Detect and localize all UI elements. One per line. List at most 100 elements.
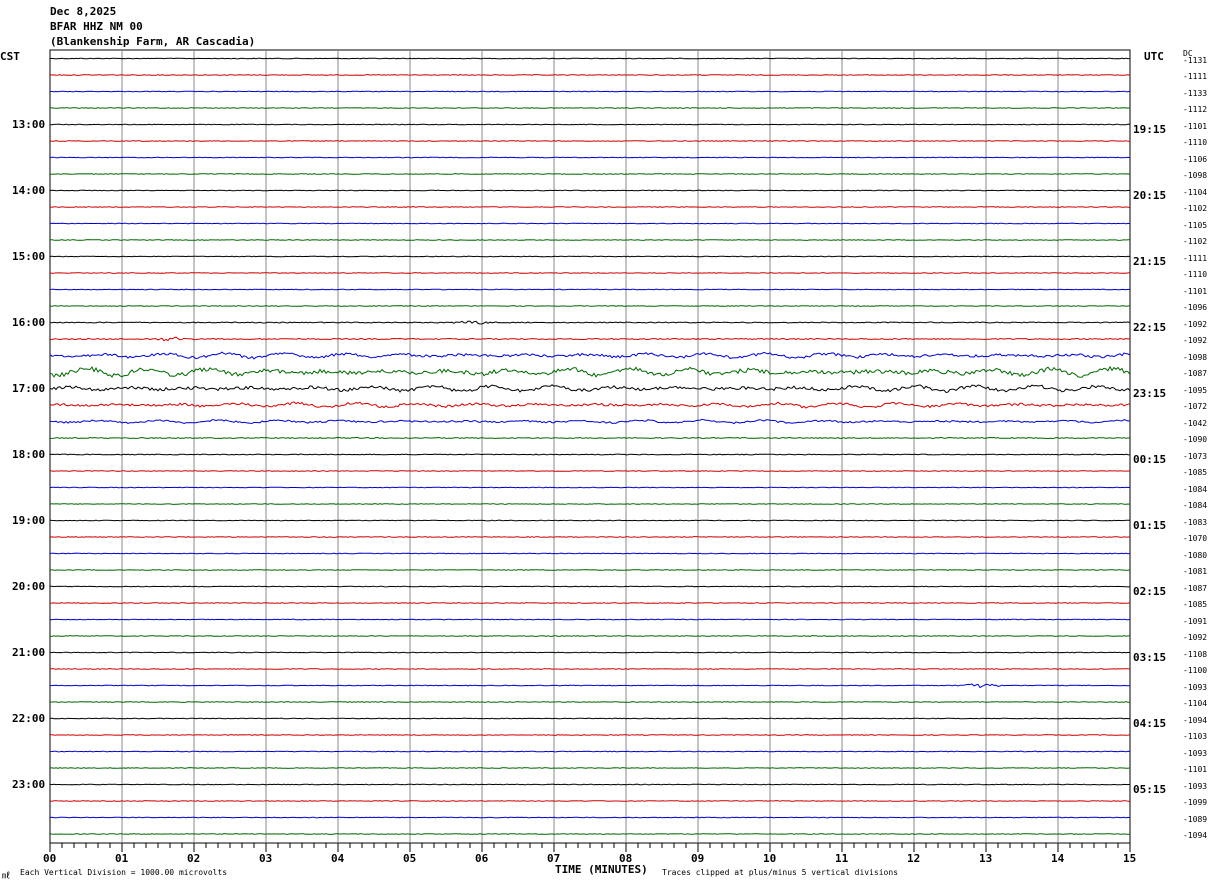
dc-offset-label: -1101 [1183, 121, 1208, 131]
left-hour-label: 20:00 [12, 579, 46, 593]
dc-offset-label: -1100 [1183, 666, 1208, 675]
dc-offset-label: -1098 [1183, 352, 1208, 362]
seismic-trace [49, 239, 1130, 241]
x-tick-label: 15 [1123, 852, 1137, 865]
seismic-trace [50, 668, 1131, 670]
seismic-trace [49, 418, 1131, 425]
right-hour-label: 23:15 [1133, 386, 1167, 400]
clip-note: Traces clipped at plus/minus 5 vertical … [662, 868, 899, 877]
seismic-trace [49, 74, 1131, 76]
right-hour-label: 22:15 [1133, 320, 1167, 334]
x-tick-label: 08 [619, 852, 633, 865]
left-hour-label: 18:00 [12, 447, 46, 461]
seismic-trace [50, 585, 1131, 588]
dc-offset-label: -1094 [1183, 831, 1208, 840]
seismic-trace [49, 320, 1131, 325]
seismic-trace [49, 536, 1131, 538]
dc-offset-label: -1084 [1183, 501, 1208, 510]
dc-header-label: DC [1183, 49, 1193, 58]
seismic-trace [49, 272, 1131, 274]
dc-offset-label: -1092 [1183, 633, 1208, 642]
left-hour-label: 14:00 [12, 183, 46, 197]
seismic-trace [49, 486, 1131, 489]
dc-offset-label: -1101 [1183, 765, 1208, 774]
dc-offset-label: -1102 [1183, 237, 1208, 246]
right-hour-label: 02:15 [1133, 584, 1167, 598]
dc-offset-label: -1080 [1183, 550, 1208, 560]
dc-offset-label: -1103 [1183, 732, 1208, 741]
left-hour-label: 15:00 [12, 249, 46, 263]
seismic-trace [49, 651, 1131, 654]
dc-offset-label: -1094 [1183, 715, 1208, 725]
dc-offset-label: -1087 [1183, 583, 1208, 593]
dc-offset-label: -1110 [1183, 138, 1208, 147]
dc-offset-label: -1081 [1183, 567, 1208, 576]
seismic-trace [49, 569, 1131, 571]
dc-offset-label: -1093 [1183, 781, 1208, 791]
dc-offset-label: -1042 [1183, 418, 1208, 428]
seismic-trace [49, 351, 1131, 360]
dc-offset-label: -1089 [1183, 814, 1208, 824]
x-tick-label: 09 [691, 852, 705, 865]
seismic-trace [49, 288, 1130, 291]
right-hour-label: 21:15 [1133, 254, 1167, 268]
dc-offset-label: -1073 [1183, 451, 1208, 461]
dc-offset-label: -1092 [1183, 336, 1208, 345]
dc-offset-label: -1095 [1183, 385, 1208, 395]
right-hour-label: 05:15 [1133, 782, 1167, 796]
seismic-trace [49, 717, 1131, 720]
seismic-trace [49, 503, 1131, 505]
scale-note: Each Vertical Division = 1000.00 microvo… [20, 868, 228, 877]
header-station: BFAR HHZ NM 00 [50, 20, 143, 33]
right-hour-label: 04:15 [1133, 716, 1167, 730]
dc-offset-label: -1072 [1183, 402, 1208, 411]
x-tick-label: 11 [835, 852, 849, 865]
seismic-trace [49, 384, 1131, 394]
dc-offset-label: -1092 [1183, 319, 1208, 329]
right-timezone-label: UTC [1144, 50, 1164, 63]
seismic-trace [49, 436, 1131, 440]
seismic-trace [49, 305, 1131, 307]
dc-offset-label: -1085 [1183, 468, 1208, 477]
seismic-trace [49, 602, 1131, 604]
dc-offset-label: -1101 [1183, 286, 1208, 296]
dc-offset-label: -1105 [1183, 220, 1208, 230]
left-hour-label: 13:00 [12, 117, 46, 131]
seismic-trace [49, 519, 1130, 522]
right-hour-label: 00:15 [1133, 452, 1167, 466]
x-tick-label: 14 [1051, 852, 1065, 865]
x-tick-label: 02 [187, 852, 201, 865]
seismic-trace [49, 173, 1131, 175]
dc-offset-label: -1084 [1183, 484, 1208, 494]
x-tick-label: 05 [403, 852, 417, 865]
seismic-trace [49, 123, 1131, 126]
dc-offset-label: -1108 [1183, 649, 1208, 659]
x-tick-label: 10 [763, 852, 777, 865]
left-hour-label: 19:00 [12, 513, 46, 527]
seismic-trace [49, 750, 1131, 753]
seismic-trace [50, 222, 1131, 225]
seismic-trace [50, 90, 1131, 93]
right-hour-label: 19:15 [1133, 122, 1167, 136]
seismic-trace [49, 57, 1131, 60]
dc-offset-label: -1133 [1183, 88, 1208, 98]
plot-frame [49, 49, 1131, 844]
corner-mark: ㎖ [2, 871, 10, 880]
seismic-trace [49, 453, 1131, 456]
seismic-trace [50, 734, 1131, 736]
dc-offset-label: -1104 [1183, 187, 1208, 197]
header-location: (Blankenship Farm, AR Cascadia) [50, 35, 256, 48]
dc-offset-label: -1111 [1183, 253, 1208, 263]
dc-offset-label: -1087 [1183, 369, 1208, 378]
x-tick-label: 06 [475, 852, 489, 865]
seismic-trace [49, 365, 1131, 378]
seismic-trace [49, 635, 1131, 637]
seismic-trace [49, 156, 1131, 159]
dc-offset-label: -1093 [1183, 682, 1208, 692]
dc-offset-label: -1131 [1183, 55, 1208, 65]
seismic-trace [49, 206, 1130, 208]
right-hour-label: 01:15 [1133, 518, 1167, 532]
seismic-trace [49, 189, 1131, 192]
x-tick-label: 04 [331, 852, 345, 865]
